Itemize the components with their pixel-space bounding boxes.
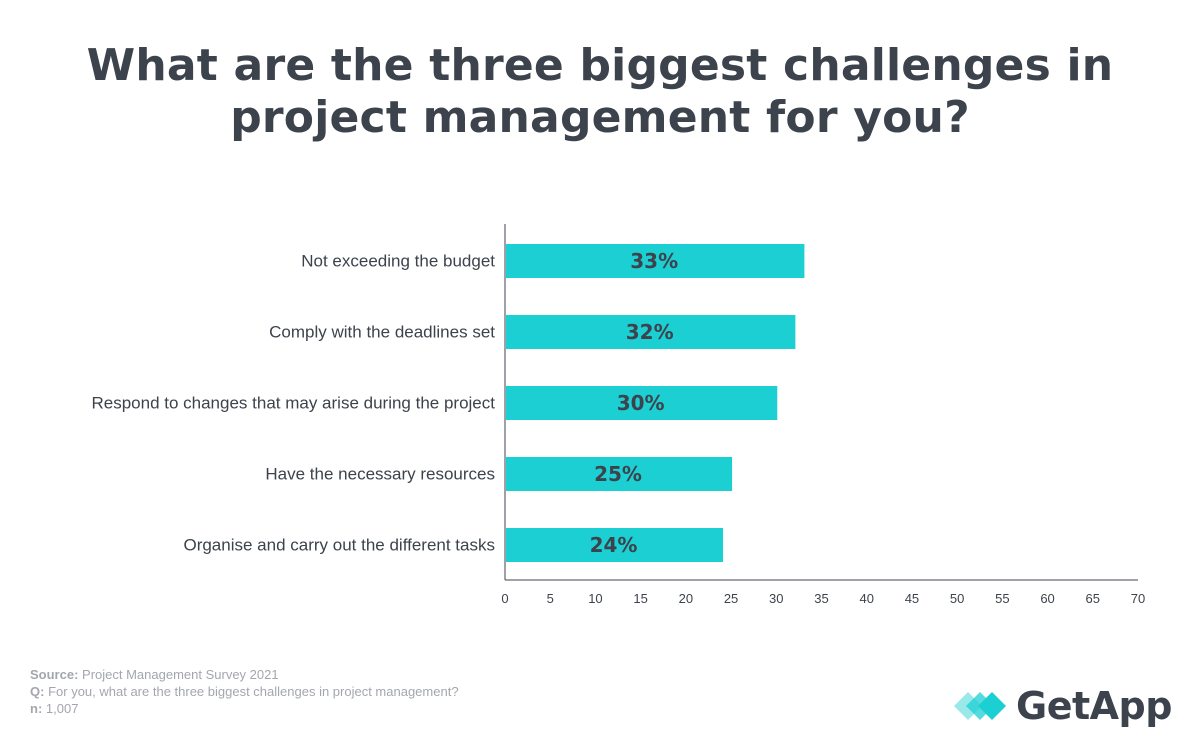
bar-value-label: 24% [590, 533, 638, 557]
x-tick-label: 40 [859, 591, 873, 606]
source-value: Project Management Survey 2021 [82, 667, 279, 682]
question-value: For you, what are the three biggest chal… [48, 684, 459, 699]
sample-size-value: 1,007 [45, 701, 79, 716]
x-tick-label: 0 [501, 591, 508, 606]
bar [506, 528, 724, 562]
getapp-chevron-icon [954, 692, 1006, 720]
x-tick-label: 70 [1131, 591, 1145, 606]
x-tick-label: 5 [547, 591, 554, 606]
x-tick-label: 60 [1040, 591, 1054, 606]
category-label: Respond to changes that may arise during… [91, 394, 495, 413]
category-label: Not exceeding the budget [301, 252, 495, 271]
footnote: Source: Project Management Survey 2021 Q… [30, 666, 459, 717]
bar [506, 315, 796, 349]
category-label: Organise and carry out the different tas… [183, 536, 495, 555]
sample-size-line: n: 1,007 [30, 700, 459, 717]
logo-text: GetApp [1016, 684, 1172, 728]
getapp-logo: GetApp [952, 682, 1172, 730]
question-line: Q: For you, what are the three biggest c… [30, 683, 459, 700]
x-tick-label: 15 [633, 591, 647, 606]
category-label: Comply with the deadlines set [269, 323, 495, 342]
x-tick-label: 65 [1086, 591, 1100, 606]
category-label: Have the necessary resources [265, 465, 495, 484]
bar-value-label: 32% [626, 320, 674, 344]
bar-value-label: 33% [630, 249, 678, 273]
question-key: Q: [30, 684, 45, 699]
bar-value-label: 30% [617, 391, 665, 415]
x-tick-label: 25 [724, 591, 738, 606]
x-tick-label: 50 [950, 591, 964, 606]
x-tick-label: 10 [588, 591, 602, 606]
bar-value-label: 25% [594, 462, 642, 486]
bar [506, 457, 733, 491]
x-tick-label: 45 [905, 591, 919, 606]
chart-title: What are the three biggest challenges in… [86, 40, 1114, 143]
x-tick-label: 35 [814, 591, 828, 606]
bar [506, 386, 778, 420]
source-key: Source: [30, 667, 79, 682]
sample-size-key: n: [30, 701, 43, 716]
x-tick-label: 55 [995, 591, 1009, 606]
bar [506, 244, 805, 278]
x-tick-label: 20 [679, 591, 693, 606]
x-tick-label: 30 [769, 591, 783, 606]
source-line: Source: Project Management Survey 2021 [30, 666, 459, 683]
